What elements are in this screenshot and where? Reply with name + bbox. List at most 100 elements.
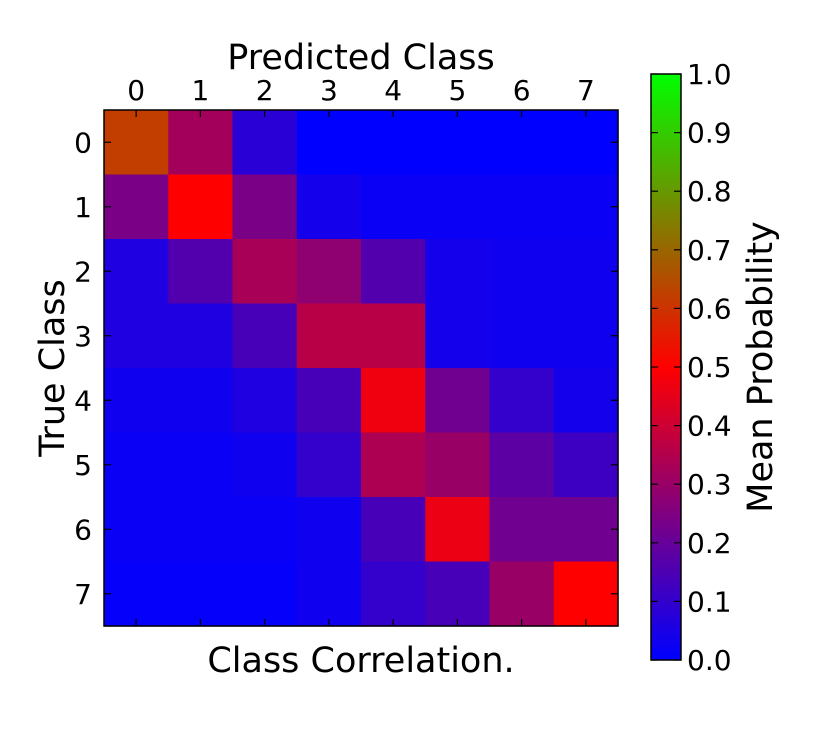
heatmap-cell (361, 239, 426, 305)
heatmap-cell (553, 303, 619, 369)
heatmap-cell (361, 174, 426, 240)
heatmap-cell (168, 239, 234, 305)
heatmap-cell (553, 432, 619, 498)
heatmap-frame (103, 109, 619, 627)
colorbar-tick-label: 0.2 (687, 527, 732, 560)
heatmap-cell (489, 110, 555, 176)
colorbar-tick-label: 0.1 (687, 585, 732, 618)
y-axis-title: True Class (33, 279, 73, 458)
heatmap-cell (361, 110, 426, 176)
heatmap-cell (232, 239, 298, 305)
heatmap-cell (425, 561, 491, 627)
y-tick-label: 2 (74, 255, 92, 288)
colorbar-tick-label: 0.3 (687, 468, 732, 501)
heatmap-cell (489, 497, 555, 563)
heatmap-cell (104, 497, 169, 563)
x-tick-label: 5 (448, 74, 466, 107)
x-tick-label: 7 (577, 74, 595, 107)
x-axis-title-top: Predicted Class (227, 38, 495, 78)
x-tick-label: 2 (256, 74, 274, 107)
heatmap-cell (232, 561, 298, 627)
heatmap-cell (553, 174, 619, 240)
y-tick-label: 7 (74, 578, 92, 611)
heatmap-cell (425, 368, 491, 434)
heatmap-cell (168, 303, 234, 369)
colorbar-tick-label: 0.7 (687, 234, 732, 267)
heatmap-cell (425, 303, 491, 369)
heatmap-cell (296, 561, 362, 627)
heatmap-cell (425, 110, 491, 176)
heatmap-cell (553, 239, 619, 305)
heatmap-cell (232, 110, 298, 176)
y-tick-label: 6 (74, 513, 92, 546)
heatmap-cell (168, 368, 234, 434)
heatmap-cell (104, 303, 169, 369)
colorbar-tick-label: 0.8 (687, 175, 732, 208)
heatmap-cell (232, 174, 298, 240)
heatmap-cell (168, 497, 234, 563)
colorbar-ticks: 0.0 0.1 0.2 0.3 0.4 0.5 0.6 0.7 0.8 0.9 1.0 (651, 58, 732, 677)
heatmap-cell (296, 432, 362, 498)
heatmap-cell (168, 432, 234, 498)
colorbar-tick-label: 0.6 (687, 292, 732, 325)
x-axis-ticks: 0 1 2 3 4 5 6 7 (127, 74, 595, 626)
x-tick-label: 6 (513, 74, 531, 107)
heatmap-cell (361, 497, 426, 563)
heatmap-cell (104, 239, 169, 305)
heatmap-cell (296, 497, 362, 563)
heatmap-cell (168, 174, 234, 240)
heatmap-cell (168, 110, 234, 176)
heatmap-cell (361, 432, 426, 498)
heatmap-cell (232, 303, 298, 369)
heatmap-cell (168, 561, 234, 627)
heatmap-cell (232, 368, 298, 434)
x-tick-label: 3 (320, 74, 338, 107)
heatmap-cell (104, 368, 169, 434)
heatmap-cell (425, 497, 491, 563)
y-tick-label: 4 (74, 384, 92, 417)
heatmap-cell (361, 303, 426, 369)
heatmap-cell (296, 368, 362, 434)
colorbar-tick-label: 0.9 (687, 117, 732, 150)
heatmap-cell (489, 303, 555, 369)
heatmap-cell (104, 110, 169, 176)
heatmap-cell (232, 432, 298, 498)
heatmap-cell (489, 561, 555, 627)
heatmap-cell (361, 368, 426, 434)
y-tick-label: 0 (74, 126, 92, 159)
heatmap-cell (104, 561, 169, 627)
heatmap-cell (232, 497, 298, 563)
colorbar-tick-label: 1.0 (687, 58, 732, 91)
heatmap-cell (296, 174, 362, 240)
y-tick-label: 1 (74, 191, 92, 224)
heatmap-cell (296, 110, 362, 176)
heatmap-cell (489, 432, 555, 498)
x-tick-label: 1 (191, 74, 209, 107)
heatmap-cell (104, 174, 169, 240)
x-tick-label: 4 (384, 74, 402, 107)
y-axis-ticks: 0 1 2 3 4 5 6 7 (74, 126, 618, 611)
heatmap-cell (489, 174, 555, 240)
heatmap-cell (425, 174, 491, 240)
x-axis-title-bottom: Class Correlation. (207, 641, 514, 681)
heatmap-cell (489, 239, 555, 305)
heatmap-cell (361, 561, 426, 627)
heatmap-cell (489, 368, 555, 434)
heatmap-cell (425, 432, 491, 498)
y-tick-label: 5 (74, 449, 92, 482)
colorbar-title: Mean Probability (741, 221, 781, 513)
heatmap-cell (296, 303, 362, 369)
heatmap-cell (425, 239, 491, 305)
heatmap-cell (553, 497, 619, 563)
heatmap-cell (104, 432, 169, 498)
heatmap-cell (553, 110, 619, 176)
y-tick-label: 3 (74, 320, 92, 353)
x-tick-label: 0 (127, 74, 145, 107)
heatmap-cell (296, 239, 362, 305)
colorbar-tick-label: 0.0 (687, 644, 732, 677)
heatmap-cell (553, 561, 619, 627)
colorbar-tick-label: 0.4 (687, 410, 732, 443)
heatmap-cells (104, 110, 619, 627)
heatmap-cell (553, 368, 619, 434)
